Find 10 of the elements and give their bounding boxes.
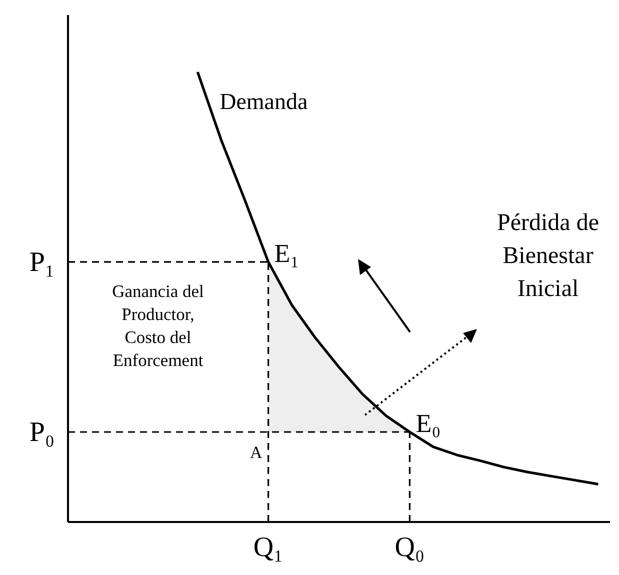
- ref-line-label: P₀: [29, 417, 55, 448]
- series-label: Demanda: [220, 89, 308, 114]
- x-tick-label: Q₁: [253, 532, 284, 563]
- annotation: E₀: [416, 409, 441, 438]
- annotation: Pérdida de Bienestar Inicial: [497, 210, 599, 302]
- annotation: E₁: [274, 238, 300, 268]
- annotation: A: [250, 443, 264, 462]
- annotation: Ganancia del Productor, Costo del Enforcement: [112, 281, 204, 370]
- ref-line-label: P₁: [29, 246, 55, 278]
- x-tick-label: Q₀: [394, 532, 425, 563]
